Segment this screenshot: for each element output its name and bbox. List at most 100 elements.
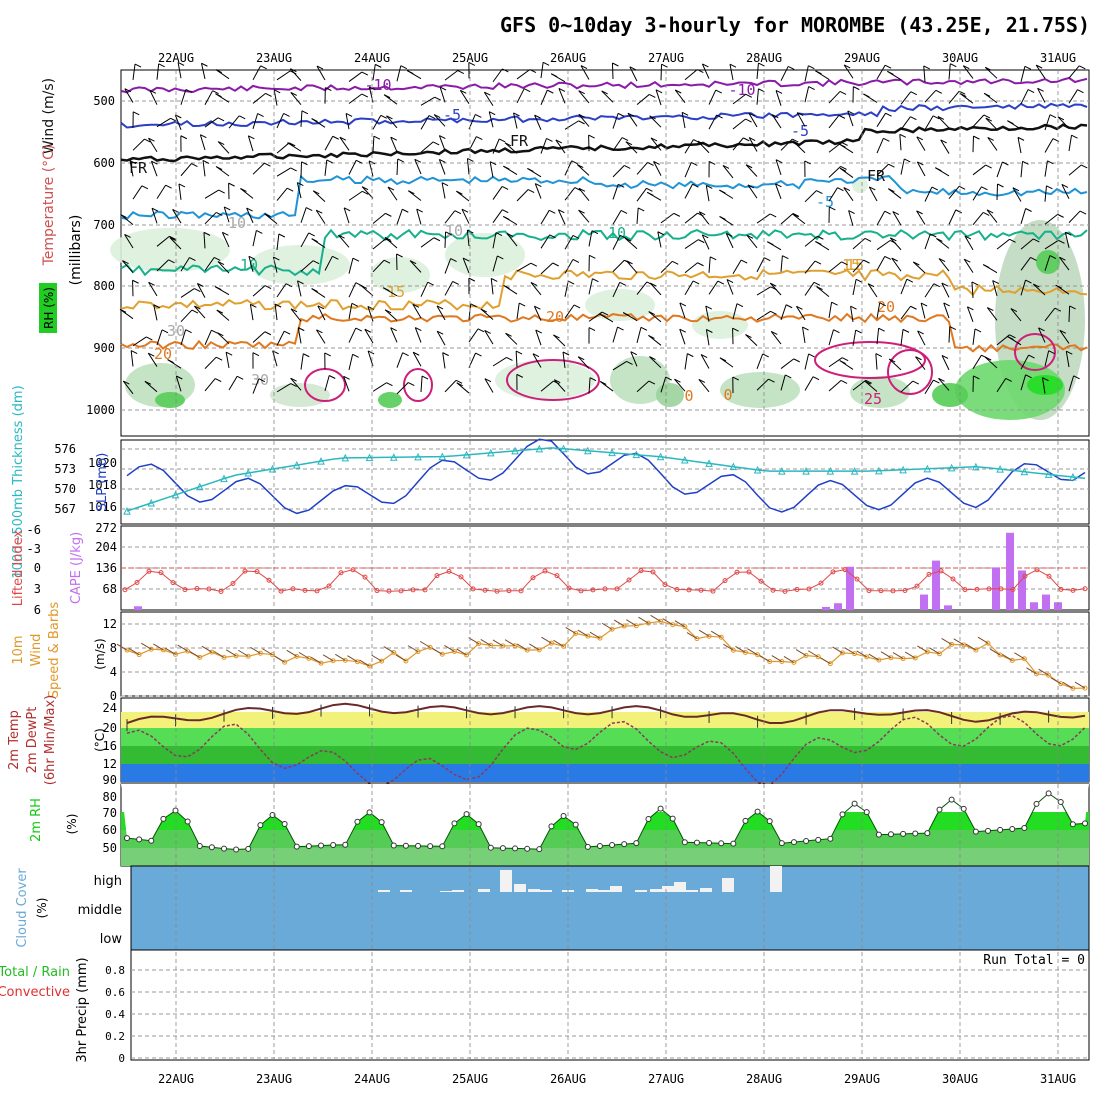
wind-barb	[216, 332, 230, 344]
wind-barb-flag	[627, 112, 635, 117]
wind-barb-flag	[1079, 65, 1086, 70]
wind-barb	[576, 164, 590, 176]
rh2m-marker	[281, 821, 288, 828]
wind-barb-flag	[785, 374, 792, 379]
rh2m-marker	[463, 811, 470, 818]
wind-barb-flag	[890, 237, 897, 242]
wind-barb-flag	[578, 187, 586, 192]
wind-barb-flag	[902, 328, 910, 333]
precip-legend-conv: Convective	[0, 985, 70, 1000]
wind10-marker	[451, 648, 457, 654]
wind10-marker	[888, 655, 894, 661]
precip-tick: 0.6	[105, 986, 125, 999]
wind-barb-flag	[649, 93, 656, 98]
wind-barb	[225, 352, 230, 369]
wind-barb-flag	[441, 182, 449, 187]
wind-barb-flag	[421, 375, 429, 380]
wind-barb	[276, 167, 291, 177]
wind-barb	[516, 302, 520, 319]
wind10-barb	[723, 643, 734, 651]
wind-barb	[924, 379, 934, 394]
wind-barb-flag	[681, 111, 689, 116]
wind-barb-flag	[943, 302, 950, 307]
wind-barb-flag	[527, 189, 535, 193]
wind-barb	[1044, 160, 1048, 177]
wind-barb	[876, 163, 889, 176]
high-cloud-bar	[635, 890, 647, 892]
wind-barb-flag	[745, 334, 752, 338]
rh2m-marker	[293, 843, 300, 850]
wind-barb	[180, 257, 190, 272]
wind-barb-flag	[515, 350, 523, 355]
wind-barb-flag	[802, 326, 809, 331]
contour-label: 15	[846, 256, 864, 274]
wind-barb-flag	[577, 356, 585, 361]
rh2m-marker	[948, 796, 955, 803]
li-marker	[506, 588, 512, 594]
wind-barb	[1020, 257, 1031, 271]
wind10-marker	[1058, 681, 1064, 687]
wind-barb	[553, 334, 566, 347]
wind-barb	[972, 114, 985, 128]
wind-barb	[273, 89, 278, 106]
wind-barb	[217, 141, 230, 154]
wind-barb	[276, 383, 291, 393]
wind-barb	[1044, 213, 1058, 225]
wind-barb-flag	[489, 111, 496, 116]
rh-shade	[495, 360, 595, 400]
wind10-marker	[791, 659, 797, 665]
wind-barb	[972, 186, 982, 201]
wind-barb	[684, 212, 698, 224]
wind10-barb	[613, 619, 625, 627]
li-marker	[974, 586, 980, 592]
wind-barb-flag	[248, 255, 256, 260]
wind-barb	[769, 282, 782, 296]
wind-barb-flag	[983, 114, 991, 119]
wind10-barb	[359, 659, 370, 667]
wind-barb-flag	[176, 375, 183, 380]
wind-barb	[816, 286, 830, 298]
wind-barb-flag	[843, 64, 851, 69]
li-marker	[278, 588, 284, 594]
rh-shade	[155, 392, 185, 408]
date-label-top: 22AUG	[158, 51, 194, 65]
wind-barb-flag	[1025, 279, 1032, 284]
wind-barb-flag	[439, 86, 447, 91]
wind-barb-flag	[1002, 161, 1009, 166]
wind-barb	[648, 335, 662, 346]
wind-barb-flag	[838, 114, 846, 119]
thickness-marker	[584, 446, 592, 455]
wind-barb-flag	[361, 186, 369, 191]
rh2m-marker	[499, 845, 506, 852]
wind-barb-flag	[863, 93, 870, 98]
wind-barb	[996, 161, 1003, 178]
li-marker	[530, 575, 536, 581]
wind-barb-flag	[745, 93, 753, 98]
rh2m-marker	[124, 835, 130, 842]
wind-barb-flag	[542, 61, 550, 66]
wind10-marker	[633, 623, 639, 629]
wind-barb-flag	[506, 356, 513, 361]
wind-barb	[775, 159, 782, 176]
wind-barb-flag	[864, 237, 872, 242]
wind-barb-flag	[1009, 334, 1016, 339]
wind-barb	[540, 62, 544, 79]
wind10-marker	[997, 652, 1003, 658]
wind-barb	[653, 161, 662, 176]
isotherm-15	[120, 268, 1088, 311]
wind-barb-flag	[312, 190, 320, 195]
wind10-tick: 0	[110, 689, 117, 703]
contour-label: 20	[546, 308, 564, 326]
wind-barb	[937, 116, 950, 129]
wind-barb-flag	[884, 255, 892, 260]
wind-barb	[515, 351, 518, 368]
wind-barb	[439, 86, 446, 103]
wind-barb-flag	[212, 90, 219, 95]
wind-barb	[174, 114, 182, 130]
li-label: Lifted Index	[11, 529, 26, 606]
wind-barb	[564, 304, 575, 319]
li-marker	[938, 568, 944, 574]
cloud-panel	[130, 865, 1090, 951]
wind-barb-flag	[177, 62, 185, 66]
temp2m-tick: 12	[103, 757, 117, 771]
